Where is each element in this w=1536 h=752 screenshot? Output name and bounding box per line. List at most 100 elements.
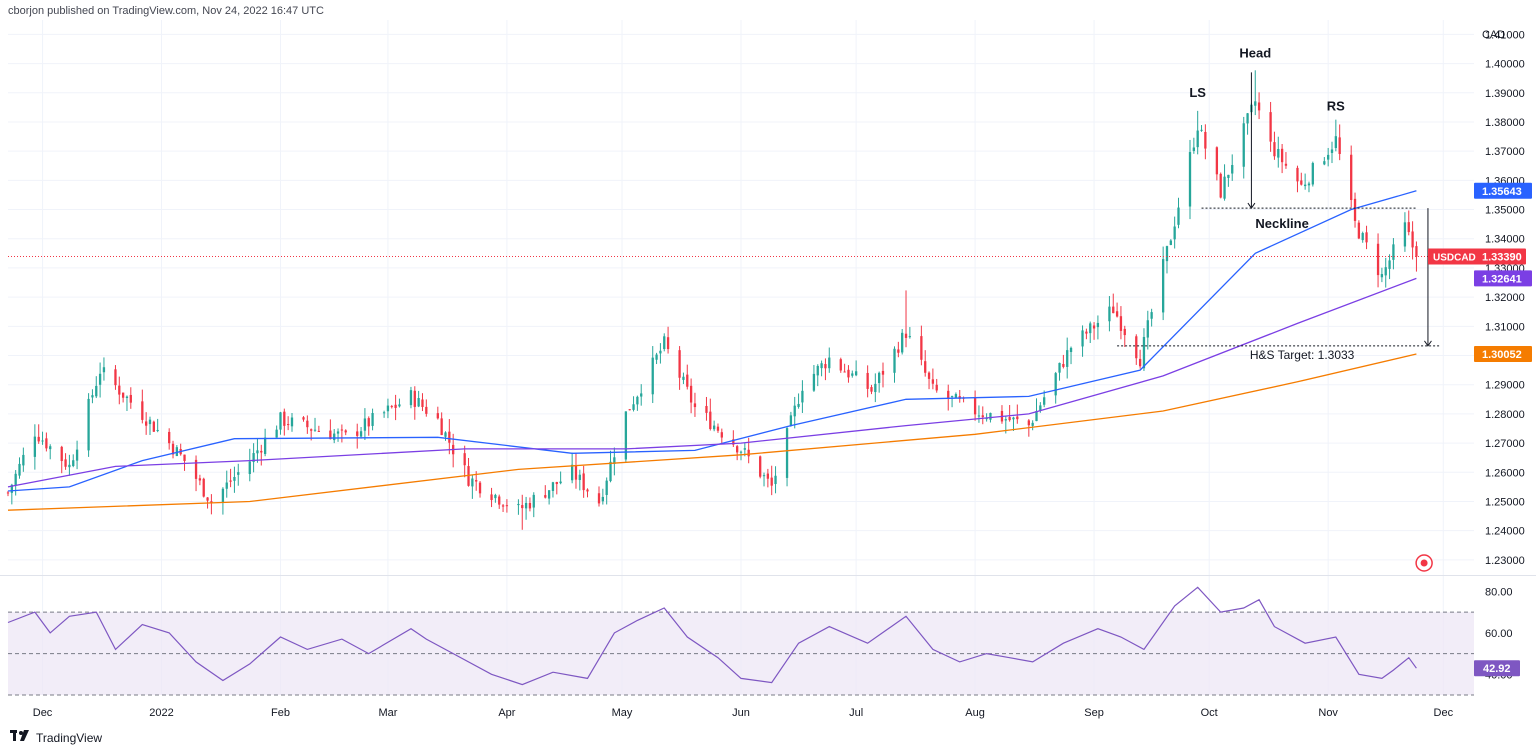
candle-body xyxy=(171,443,175,455)
time-axis: Dec 2022 Feb Mar Apr May Jun Jul Aug Sep Oct Nov Dec xyxy=(33,707,1454,719)
price-tick-label: 1.34000 xyxy=(1485,234,1525,246)
candle-body xyxy=(762,475,766,477)
candle-body xyxy=(601,496,604,502)
candle-body xyxy=(413,390,416,407)
rsi-tick-label: 60.00 xyxy=(1485,628,1513,640)
candle-body xyxy=(989,412,992,420)
candle-body xyxy=(263,437,267,454)
candle-body xyxy=(359,431,363,437)
time-tick-label: Dec xyxy=(1434,707,1454,719)
moving-average-line xyxy=(7,277,1417,488)
candle-body xyxy=(973,397,977,415)
candle-body xyxy=(1092,325,1096,329)
rsi-value-tag xyxy=(1474,660,1520,677)
candle-body xyxy=(183,454,186,461)
candle-body xyxy=(283,411,286,426)
candle-body xyxy=(72,460,75,466)
candle-body xyxy=(1338,137,1341,155)
candle-body xyxy=(436,413,439,419)
candle-body xyxy=(1039,405,1042,411)
candle-body xyxy=(409,390,413,406)
currency-label: CAD xyxy=(1482,29,1505,41)
candle-body xyxy=(475,480,478,482)
candle-body xyxy=(1350,154,1353,201)
candle-body xyxy=(870,387,873,392)
price-tick-label: 1.26000 xyxy=(1485,467,1525,479)
candle-body xyxy=(1361,233,1364,241)
candle-body xyxy=(1016,416,1019,420)
candle-body xyxy=(812,373,816,391)
candle-body xyxy=(302,417,305,420)
candle-body xyxy=(1108,306,1111,322)
ma-value-tag xyxy=(1474,345,1532,362)
candle-body xyxy=(1330,149,1334,153)
candle-body xyxy=(1031,422,1034,426)
price-tick-label: 1.38000 xyxy=(1485,117,1525,129)
candle-body xyxy=(340,429,344,431)
candle-body xyxy=(1058,362,1061,373)
candle-body xyxy=(390,406,393,408)
tradingview-footer[interactable]: TradingView xyxy=(10,730,102,745)
candle-body xyxy=(498,496,501,505)
candle-body xyxy=(313,429,317,431)
candle-body xyxy=(528,502,532,509)
candle-body xyxy=(317,430,321,432)
candle-body xyxy=(743,448,746,450)
candle-body xyxy=(14,473,17,486)
candle-body xyxy=(64,459,67,467)
candle-body xyxy=(425,406,428,414)
candle-body xyxy=(582,473,585,491)
ma-value-label: 1.32641 xyxy=(1482,273,1522,285)
candle-body xyxy=(547,490,551,499)
candle-body xyxy=(1415,246,1418,257)
candle-body xyxy=(766,473,770,479)
candle-body xyxy=(517,503,520,506)
moving-average-line xyxy=(7,353,1417,511)
candle-body xyxy=(168,431,171,444)
current-price-value: 1.33390 xyxy=(1482,252,1522,264)
current-price-symbol: USDCAD xyxy=(1433,253,1476,264)
candle-body xyxy=(1066,350,1069,367)
candle-body xyxy=(801,390,804,403)
candle-body xyxy=(739,451,743,453)
candle-body xyxy=(198,478,202,481)
candle-body xyxy=(901,332,904,353)
candle-body xyxy=(382,412,386,414)
price-tick-label: 1.32000 xyxy=(1485,292,1525,304)
target-measure-arrow-head xyxy=(1424,340,1432,347)
label-ls: LS xyxy=(1189,85,1206,100)
candle-body xyxy=(931,379,935,384)
candle-body xyxy=(10,484,13,493)
candle-body xyxy=(1012,417,1015,420)
candle-body xyxy=(1112,306,1115,314)
candle-body xyxy=(1277,148,1280,158)
candle-body xyxy=(118,385,121,395)
moving-average-line xyxy=(7,190,1417,492)
candle-body xyxy=(1169,240,1172,245)
label-head: Head xyxy=(1239,46,1271,61)
candle-body xyxy=(1303,184,1307,187)
candle-body xyxy=(609,461,612,482)
economic-event-icon-dot xyxy=(1420,559,1428,567)
candle-body xyxy=(6,492,10,494)
candle-body xyxy=(1081,330,1084,347)
candle-body xyxy=(663,336,666,350)
publisher-line: cborjon published on TradingView.com, No… xyxy=(8,5,324,17)
candle-body xyxy=(1392,244,1395,260)
time-tick-label: Nov xyxy=(1318,707,1338,719)
rsi-value-label: 42.92 xyxy=(1483,663,1511,675)
candle-body xyxy=(793,405,796,417)
candle-body xyxy=(505,505,509,507)
candle-body xyxy=(37,436,40,442)
candle-body xyxy=(816,365,819,376)
candle-body xyxy=(759,456,762,477)
candle-body xyxy=(689,385,693,403)
candle-body xyxy=(444,432,447,437)
candle-body xyxy=(141,401,144,420)
candle-body xyxy=(559,481,562,484)
candle-body xyxy=(1380,274,1384,278)
candle-body xyxy=(636,396,639,405)
candle-body xyxy=(1311,163,1314,185)
time-tick-label: Jul xyxy=(849,707,863,719)
